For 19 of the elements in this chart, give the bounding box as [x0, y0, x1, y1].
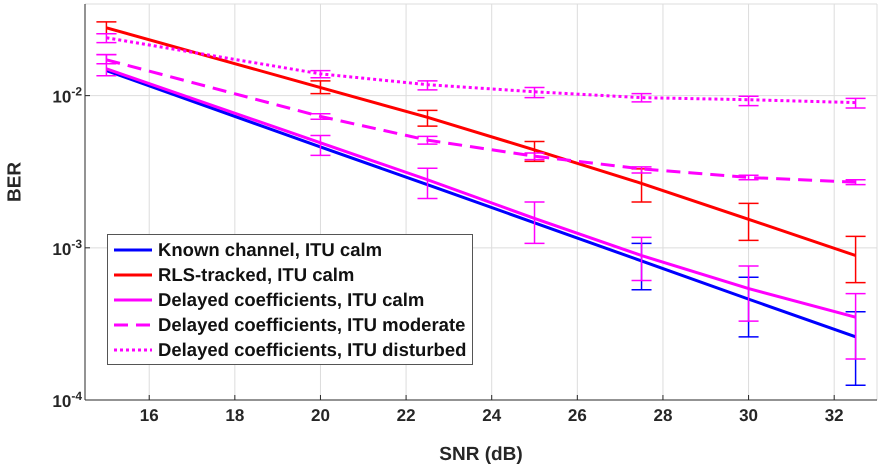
- legend-label: RLS-tracked, ITU calm: [158, 264, 354, 286]
- y-tick-label: 10$^{-3}$: [52, 236, 82, 259]
- x-tick-label: 32: [824, 406, 844, 426]
- x-tick-label: 28: [653, 406, 672, 426]
- legend-label: Delayed coefficients, ITU calm: [158, 288, 424, 310]
- y-axis-title: BER: [4, 162, 26, 202]
- x-tick-label: 30: [739, 406, 758, 426]
- y-tick-label: 10$^{-2}$: [52, 84, 82, 107]
- legend-label: Delayed coefficients, ITU disturbed: [158, 338, 466, 360]
- x-tick-label: 20: [311, 406, 330, 426]
- legend-label: Known channel, ITU calm: [158, 238, 382, 260]
- x-tick-label: 16: [140, 406, 159, 426]
- x-tick-label: 24: [482, 406, 502, 426]
- x-tick-label: 18: [225, 406, 244, 426]
- x-tick-label: 26: [568, 406, 587, 426]
- legend-label: Delayed coefficients, ITU moderate: [158, 314, 466, 336]
- y-tick-label: 10$^{-4}$: [52, 389, 82, 411]
- x-tick-label: 22: [396, 406, 416, 426]
- x-axis-title: SNR (dB): [439, 444, 523, 465]
